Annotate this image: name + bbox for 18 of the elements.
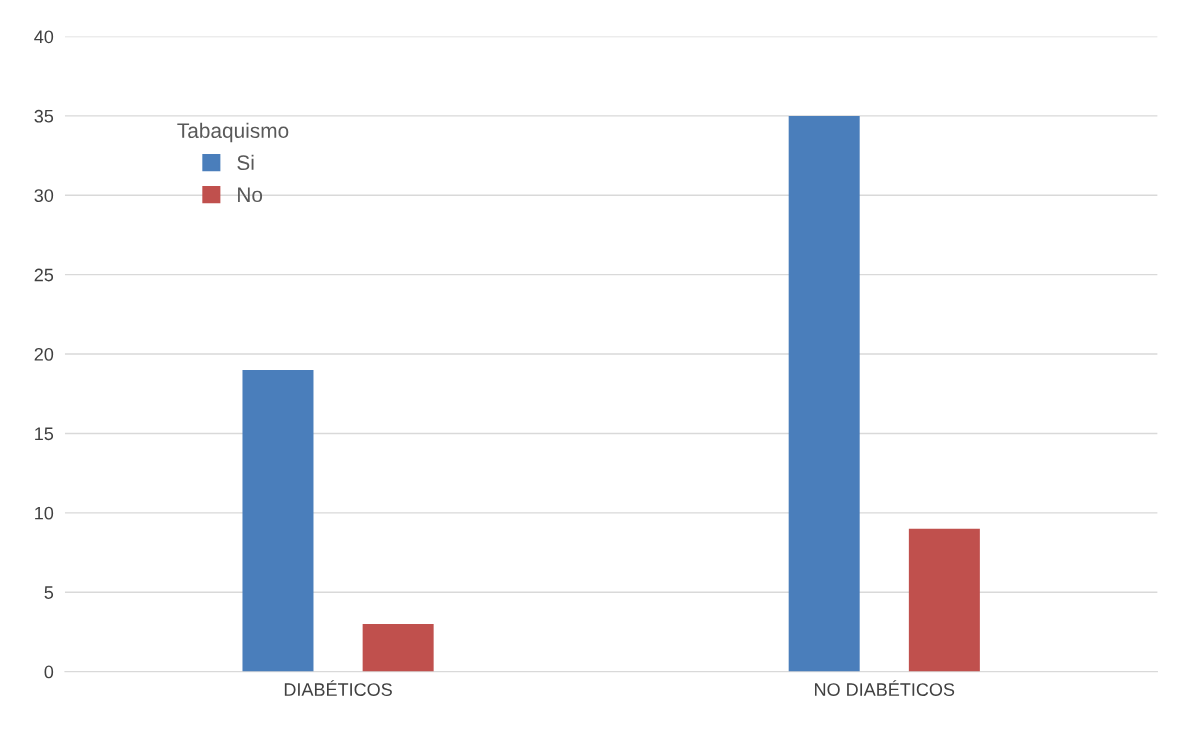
bar — [788, 115, 860, 672]
y-tick-label: 35 — [34, 109, 54, 123]
y-tick-label: 25 — [34, 268, 54, 282]
y-tick-label: 0 — [44, 665, 54, 679]
y-tick-label: 30 — [34, 189, 54, 202]
y-tick-label: 20 — [34, 347, 54, 361]
bar — [908, 528, 980, 672]
legend-title: Tabaquismo — [177, 122, 289, 143]
y-tick-label: 10 — [35, 506, 54, 520]
bar — [362, 623, 434, 672]
y-tick-label: 40 — [34, 30, 54, 44]
x-tick-label: DIABÉTICOS — [284, 680, 392, 696]
legend-label: No — [238, 187, 263, 203]
x-tick-label: NO DIABÉTICOS — [815, 680, 955, 696]
legend-label: Si — [237, 154, 254, 171]
bar — [242, 369, 314, 672]
y-tick-label: 15 — [35, 427, 54, 441]
y-tick-label: 5 — [44, 586, 54, 599]
